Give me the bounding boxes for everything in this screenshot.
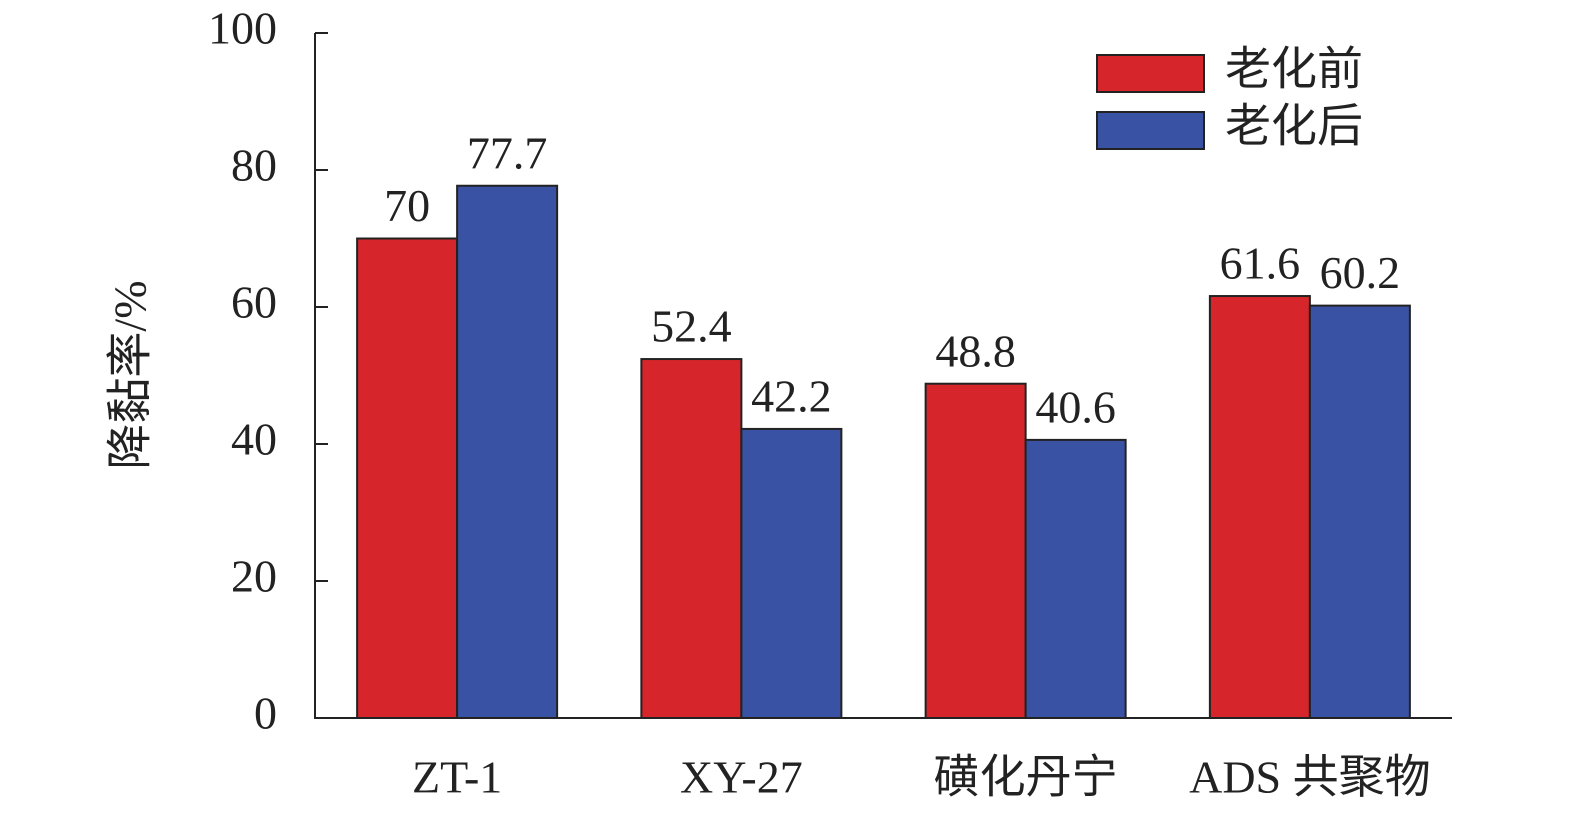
legend-swatch: [1096, 111, 1205, 150]
bar: [1308, 304, 1411, 719]
value-label: 70: [384, 180, 430, 231]
x-tick-label: ADS 共聚物: [1189, 752, 1431, 803]
legend-swatch: [1096, 54, 1205, 93]
value-label: 42.2: [751, 370, 832, 421]
bar: [1208, 295, 1311, 719]
x-tick-label: ZT-1: [412, 752, 502, 803]
bar: [640, 358, 743, 719]
legend-label: 老化后: [1225, 101, 1363, 152]
value-label: 61.6: [1220, 238, 1301, 289]
bar: [456, 184, 559, 719]
x-tick-label: XY-27: [680, 752, 803, 803]
value-label: 48.8: [935, 325, 1016, 376]
value-label: 40.6: [1035, 381, 1116, 432]
bar: [356, 237, 459, 719]
value-label: 52.4: [651, 301, 732, 352]
bar: [740, 427, 843, 719]
y-tick-label: 20: [231, 551, 277, 602]
x-tick-label: 磺化丹宁: [934, 752, 1118, 803]
y-tick-label: 60: [231, 277, 277, 328]
y-tick-label: 0: [254, 688, 277, 739]
value-label: 77.7: [467, 127, 548, 178]
y-tick-label: 80: [231, 140, 277, 191]
bar: [1024, 438, 1127, 719]
y-axis-label: 降黏率/%: [105, 280, 156, 469]
value-label: 60.2: [1320, 247, 1401, 298]
y-tick-label: 40: [231, 414, 277, 465]
legend-label: 老化前: [1225, 44, 1363, 95]
bar: [924, 382, 1027, 719]
y-tick-label: 100: [208, 3, 277, 54]
